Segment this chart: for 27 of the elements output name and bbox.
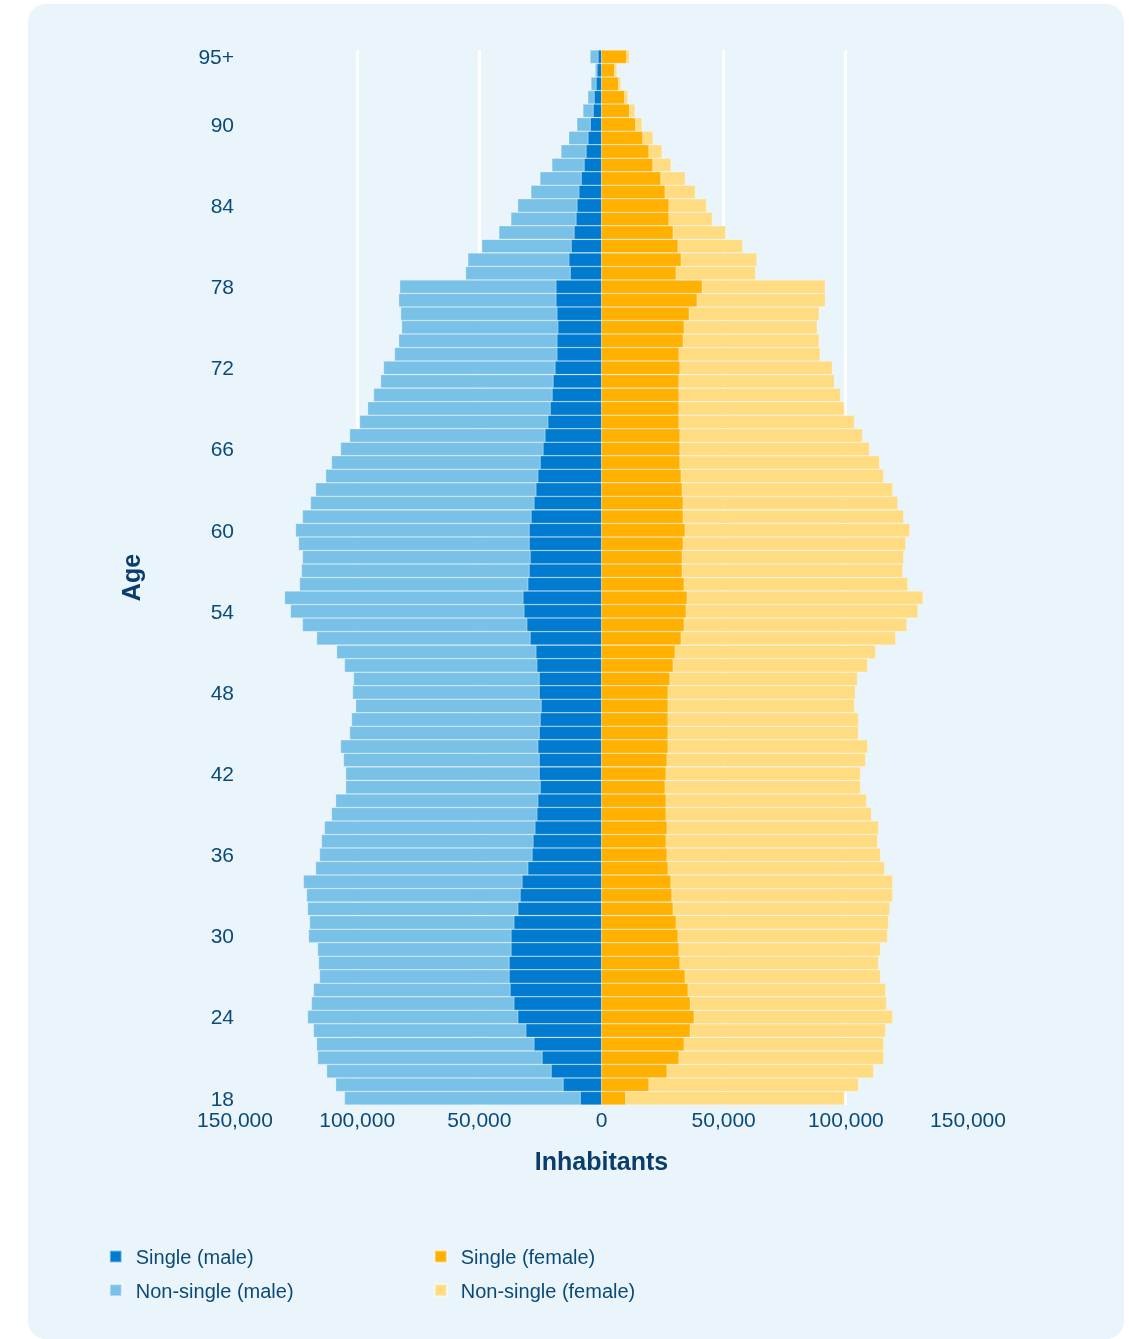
y-tick-label: 72 [210,356,234,380]
y-tick-label: 54 [210,599,235,623]
x-tick-label: 50,000 [447,1108,512,1131]
y-tick-label: 36 [210,843,234,867]
x-tick-label: 100,000 [319,1108,396,1131]
y-tick-label: 66 [210,437,234,461]
x-tick-label: 0 [595,1108,608,1131]
y-tick-label: 84 [210,193,235,217]
y-tick-label: 24 [210,1005,235,1029]
y-tick-label: 90 [210,112,234,136]
y-tick-label: 18 [210,1086,234,1110]
x-tick-label: 150,000 [197,1108,273,1131]
x-tick-label: 100,000 [807,1108,884,1131]
x-tick-label: 150,000 [930,1108,1006,1131]
legend-label: Single (male) [135,1246,254,1269]
legend-label: Non-single (female) [460,1279,636,1302]
y-tick-label: 95+ [198,45,234,69]
y-tick-label: 78 [210,275,234,299]
y-tick-label: 48 [210,680,234,704]
x-axis-title: Inhabitants [534,1147,669,1175]
legend-label: Single (female) [460,1246,596,1269]
y-tick-label: 30 [210,924,234,948]
x-tick-label: 50,000 [691,1108,756,1131]
y-tick-label: 60 [210,518,234,542]
y-axis-title: Age [117,553,146,602]
y-tick-label: 42 [210,761,234,785]
legend-label: Non-single (male) [135,1279,294,1302]
